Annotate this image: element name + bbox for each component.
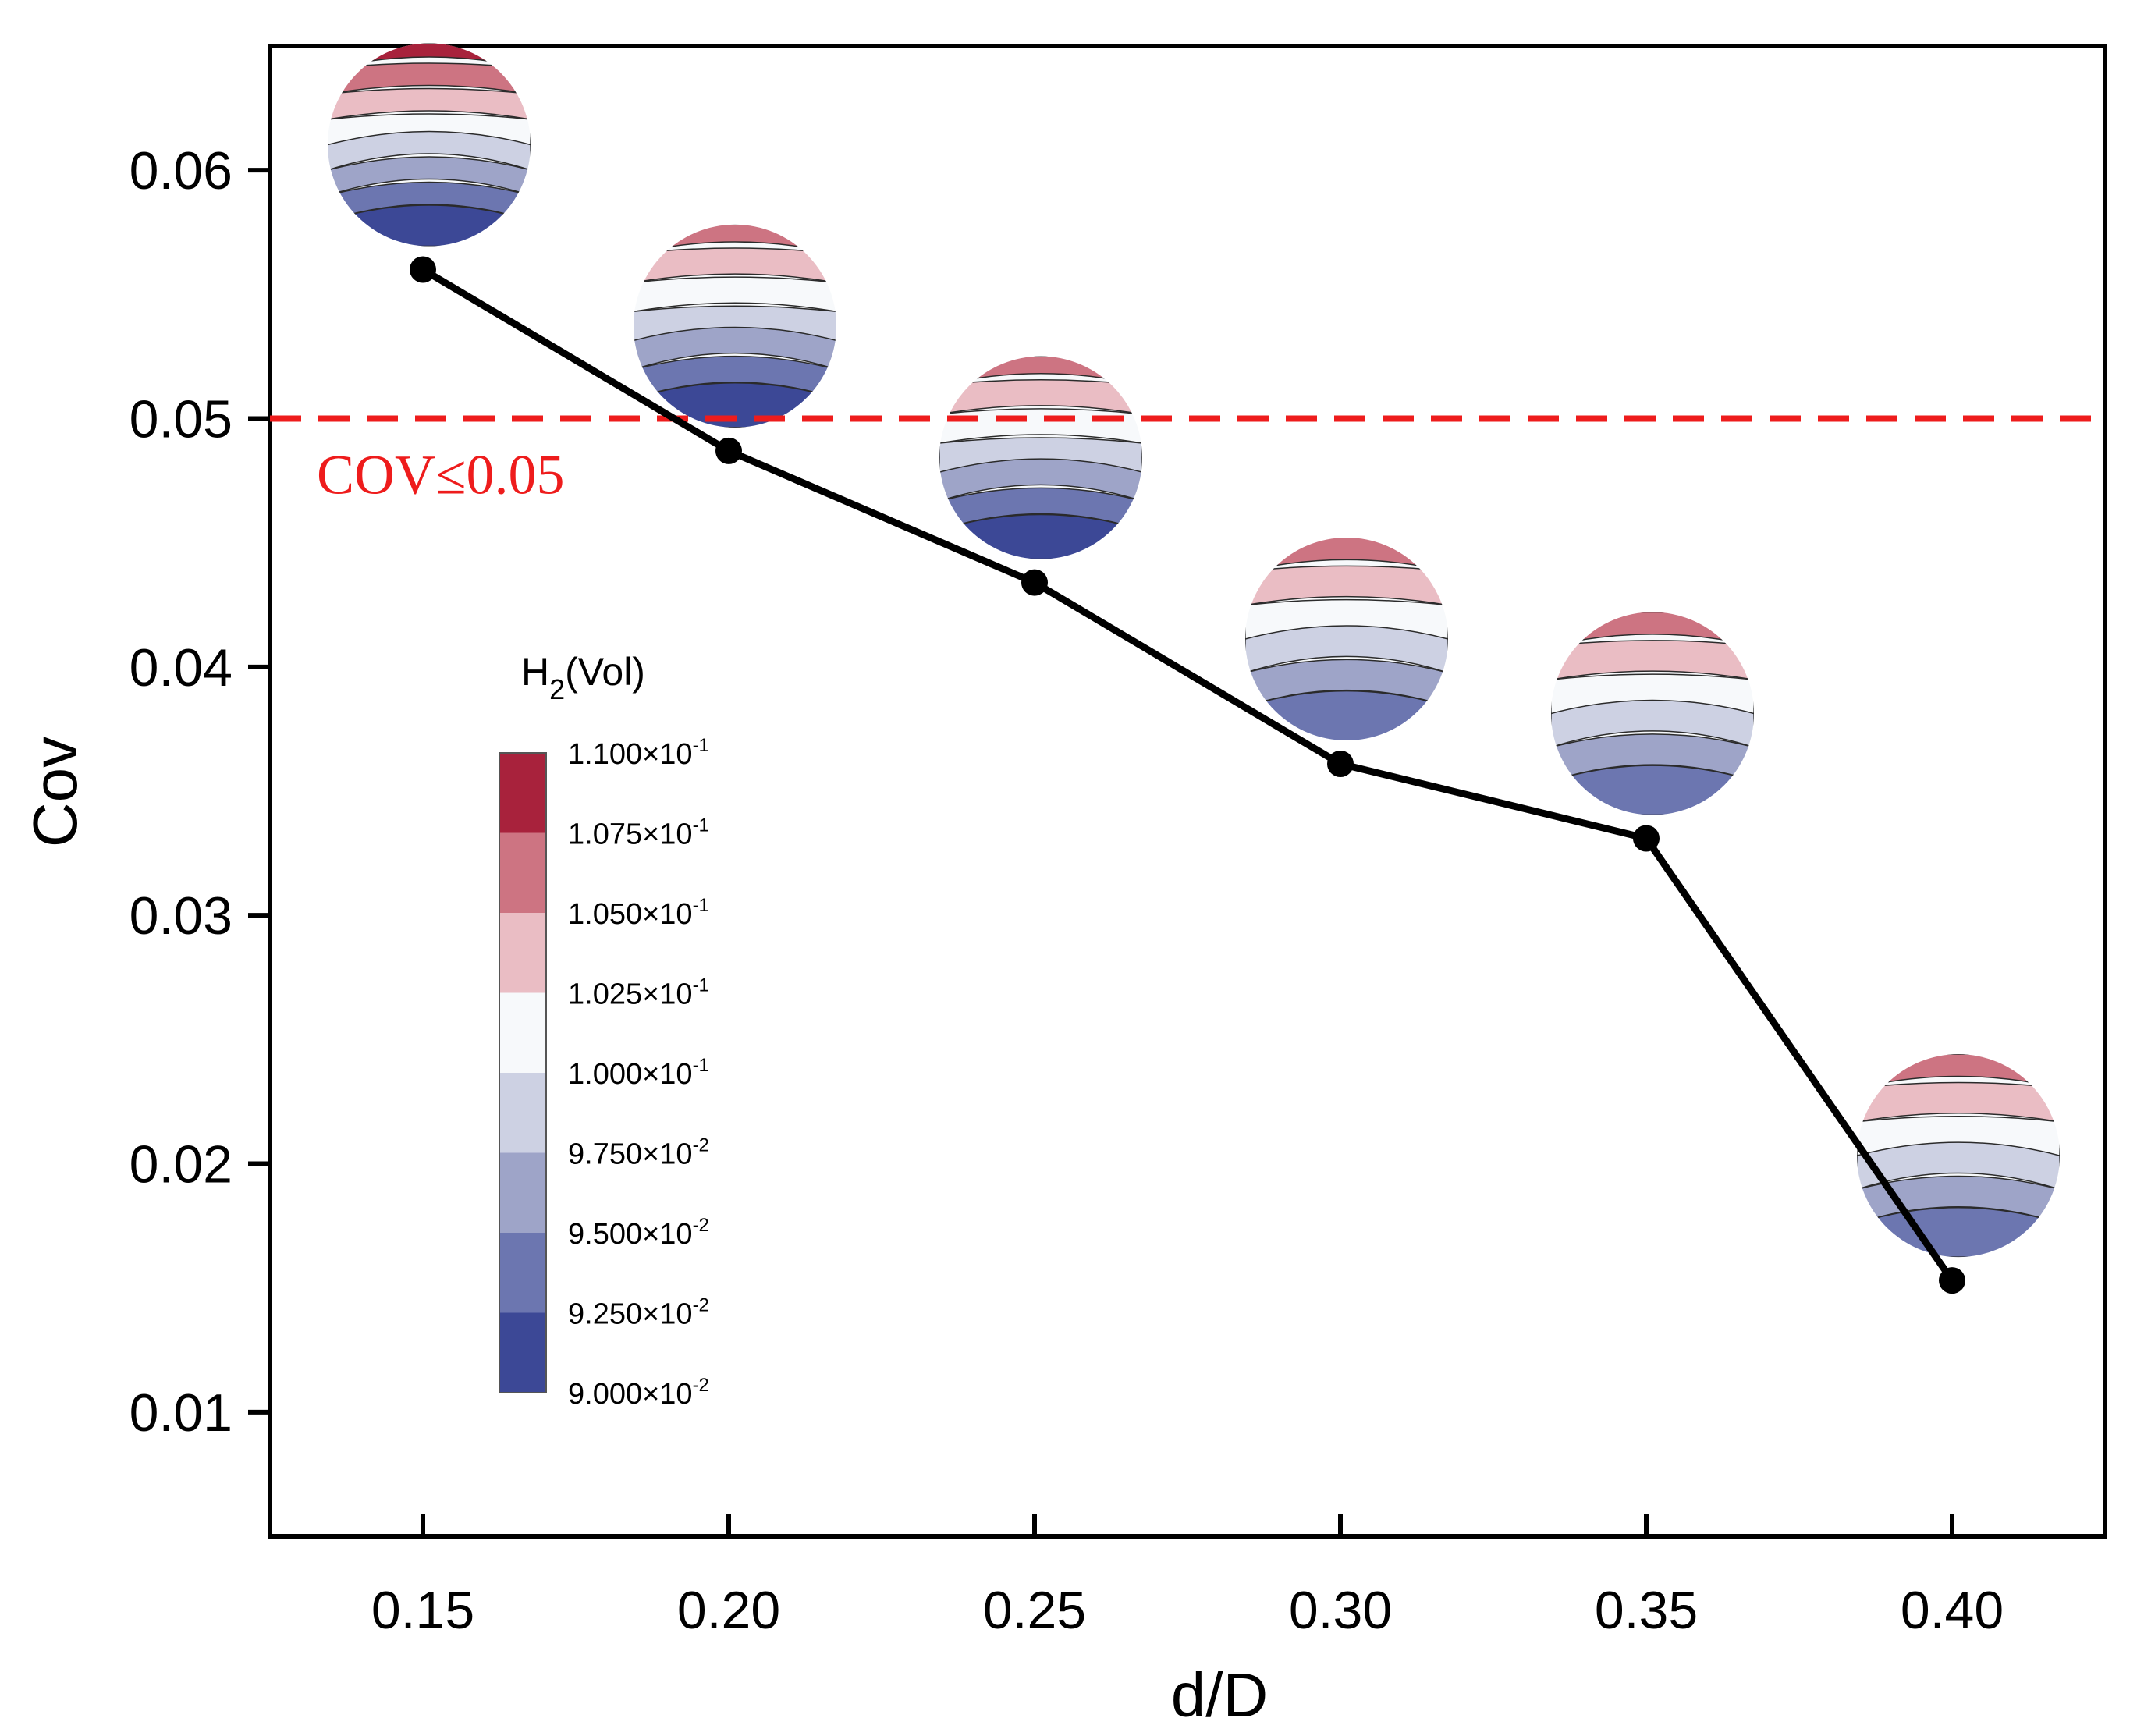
data-point [1633, 825, 1660, 852]
colorbar-level-exponent: -2 [693, 1295, 709, 1316]
contour-inset [939, 356, 1142, 559]
contour-band [1857, 1207, 2060, 1258]
x-tick-label: 0.35 [1595, 1581, 1698, 1640]
colorbar-level-label: 1.100×10-1 [568, 735, 709, 771]
contour-band [634, 247, 836, 284]
contour-band [1245, 690, 1448, 740]
y-tick-label: 0.02 [130, 1135, 233, 1195]
colorbar-level-label: 1.000×10-1 [568, 1055, 709, 1091]
data-point [715, 437, 742, 464]
colorbar-level-exponent: -1 [693, 735, 709, 756]
colorbar-level-label: 1.050×10-1 [568, 895, 709, 931]
colorbar-level-exponent: -1 [693, 975, 709, 996]
contour-band [328, 156, 531, 197]
y-tick-label: 0.01 [130, 1383, 233, 1443]
colorbar-title: H2(Vol) [521, 650, 645, 705]
contour-inset [1551, 612, 1754, 815]
colorbar-level-label: 9.000×10-2 [568, 1375, 709, 1411]
contour-band [634, 276, 836, 313]
colorbar-swatch [499, 1233, 546, 1313]
contour-inset [1245, 537, 1448, 740]
contour-band [1245, 565, 1448, 606]
threshold-label: COV≤0.05 [317, 444, 565, 506]
contour-band [328, 62, 531, 95]
contour-band [1857, 1141, 2060, 1191]
x-tick-label: 0.20 [677, 1581, 780, 1640]
contour-band [939, 379, 1142, 415]
x-tick-label: 0.15 [371, 1581, 474, 1640]
colorbar-swatch [499, 1312, 546, 1393]
data-point [1939, 1267, 1965, 1294]
colorbar-swatch [499, 1073, 546, 1153]
series-line [421, 266, 1955, 1283]
y-tick-label: 0.03 [130, 886, 233, 946]
colorbar: 1.100×10-1 1.075×10-1 1.050×10-1 1.025×10-1… [499, 650, 709, 1411]
contour-band [939, 408, 1142, 444]
x-tick-label: 0.25 [983, 1581, 1086, 1640]
x-tick-label: 0.30 [1289, 1581, 1392, 1640]
colorbar-swatch [499, 832, 546, 913]
colorbar-level-exponent: -1 [693, 1055, 709, 1076]
x-axis-title: d/D [1171, 1660, 1269, 1730]
data-point [1327, 750, 1354, 777]
colorbar-level-label: 1.075×10-1 [568, 815, 709, 851]
contour-band [328, 87, 531, 120]
x-tick-label: 0.40 [1901, 1581, 2004, 1640]
y-ticks: 0.01 0.02 0.03 0.04 0.05 0.06 [130, 141, 270, 1443]
colorbar-level-exponent: -2 [693, 1135, 709, 1156]
colorbar-level-exponent: -1 [693, 815, 709, 836]
contour-band [1551, 699, 1754, 748]
colorbar-level-exponent: -2 [693, 1375, 709, 1396]
threshold-group: COV≤0.05 [270, 415, 2105, 506]
colorbar-swatch [499, 992, 546, 1073]
contour-band [1551, 640, 1754, 681]
contour-band [1245, 625, 1448, 674]
colorbar-title-subscript: 2 [549, 673, 565, 705]
colorbar-swatch [499, 753, 546, 833]
contour-band [939, 458, 1142, 502]
plot-frame [268, 44, 2107, 1539]
y-tick-label: 0.04 [130, 638, 233, 698]
x-ticks: 0.15 0.20 0.25 0.30 0.35 0.40 [371, 1514, 2004, 1640]
data-point [410, 256, 436, 283]
colorbar-swatch [499, 1152, 546, 1233]
colorbar-title-unit: (Vol) [565, 650, 645, 694]
contour-band [1857, 1081, 2060, 1123]
colorbar-level-label: 9.500×10-2 [568, 1215, 709, 1251]
colorbar-level-label: 9.750×10-2 [568, 1135, 709, 1171]
y-tick-label: 0.05 [130, 390, 233, 449]
contour-inset [1857, 1054, 2060, 1258]
y-axis-title: Cov [20, 737, 90, 847]
colorbar-title-base: H [521, 650, 549, 694]
colorbar-swatch [499, 913, 546, 993]
contour-inset [328, 43, 531, 247]
colorbar-level-exponent: -1 [693, 895, 709, 916]
colorbar-frame [499, 752, 547, 1393]
contour-band [1551, 765, 1754, 815]
colorbar-level-exponent: -2 [693, 1215, 709, 1236]
y-tick-label: 0.06 [130, 141, 233, 201]
data-point [1021, 569, 1048, 596]
contour-band [328, 130, 531, 172]
colorbar-level-label: 1.025×10-1 [568, 975, 709, 1011]
series-group [410, 256, 1965, 1294]
contour-inset [634, 224, 836, 428]
colorbar-level-label: 9.250×10-2 [568, 1295, 709, 1331]
contour-band [634, 326, 836, 371]
